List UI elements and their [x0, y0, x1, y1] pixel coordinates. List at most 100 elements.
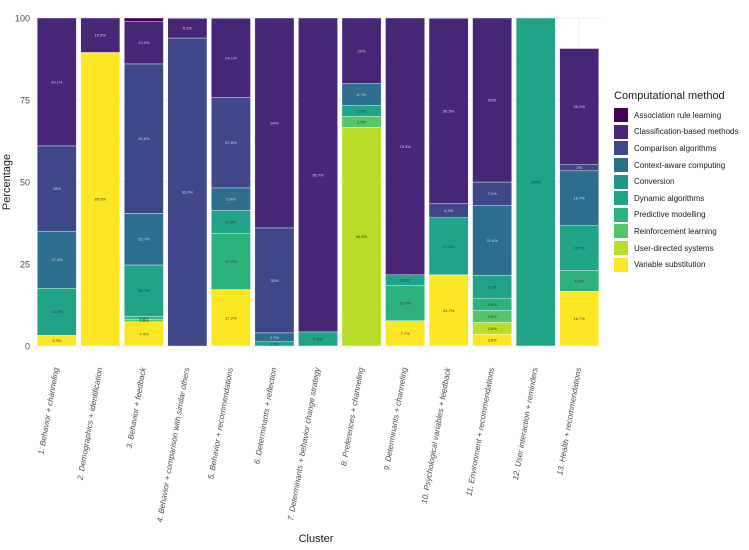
legend-label: Reinforcement learning — [634, 226, 717, 236]
bar-segment — [559, 48, 600, 165]
y-tick-label: 100 — [15, 14, 30, 24]
data-label: 3.3% — [357, 108, 367, 113]
legend: Computational method Association rule le… — [614, 90, 749, 273]
data-label: 3.6% — [488, 302, 498, 307]
x-tick-label: 3. Behavior + feedback — [125, 366, 148, 449]
data-label: 3.6% — [488, 314, 498, 319]
data-label: 17.2% — [225, 259, 237, 264]
legend-swatch — [614, 124, 628, 139]
data-label: 17.2% — [225, 315, 237, 320]
bar-segment — [254, 17, 295, 229]
data-label: 20% — [358, 48, 366, 53]
data-label: 21.7% — [443, 308, 455, 313]
legend-item: Comparison algorithms — [614, 140, 749, 157]
data-label: 10.5% — [95, 33, 107, 38]
bar-segment — [124, 63, 164, 214]
data-label: 10.7% — [399, 301, 411, 306]
bar-segment — [36, 145, 77, 232]
bar-segment — [80, 17, 121, 53]
x-tick-label: 9. Determinants + channeling — [382, 366, 409, 471]
data-label: 3.3% — [52, 338, 62, 343]
data-label: 16.7% — [574, 316, 586, 321]
data-label: 45.6% — [138, 136, 150, 141]
x-tick-label: 6. Determinants + reflection — [253, 366, 279, 465]
bar-segment — [167, 18, 208, 39]
bar-segment — [385, 320, 425, 347]
data-label: 13.7% — [574, 246, 586, 251]
data-label: 4.3% — [444, 208, 454, 213]
data-label: 6.1% — [183, 26, 193, 31]
legend-label: Association rule learning — [634, 110, 722, 120]
legend-swatch — [614, 158, 628, 173]
data-label: 7.1% — [488, 285, 498, 290]
x-tick-label: 12. User interaction + reminders — [511, 367, 540, 481]
x-tick-label: 7. Determinants + behavior change strate… — [286, 366, 322, 522]
legend-label: Comparison algorithms — [634, 143, 717, 153]
bar-segment — [124, 264, 164, 317]
data-label: 32% — [270, 278, 278, 283]
data-label: 3.3% — [357, 119, 367, 124]
bar-segment — [385, 285, 425, 321]
data-label: 15.7% — [138, 288, 150, 293]
bar-segment — [428, 274, 469, 347]
bar-segment — [211, 18, 251, 98]
bar-segment — [36, 230, 77, 289]
x-tick-label: 8. Preferences + channeling — [339, 366, 365, 466]
legend-swatch — [614, 108, 628, 123]
legend-swatch — [614, 191, 628, 206]
data-label: 2% — [576, 165, 582, 170]
legend-label: Conversion — [634, 177, 675, 187]
x-axis-title: Cluster — [299, 533, 334, 545]
x-tick-label: 11. Environment + recommendations — [465, 367, 497, 497]
data-label: 15.7% — [138, 237, 150, 242]
bars — [36, 17, 600, 347]
legend-swatch — [614, 141, 628, 156]
data-label: 93.9% — [182, 190, 194, 195]
data-label: 50% — [488, 98, 496, 103]
legend-item: Reinforcement learning — [614, 223, 749, 240]
y-tick-label: 50 — [20, 178, 30, 188]
bar-segment — [211, 232, 251, 290]
data-label: 17.4% — [443, 244, 455, 249]
data-label: 24.1% — [225, 55, 237, 60]
legend-swatch — [614, 241, 628, 256]
bar-segment — [428, 18, 469, 204]
y-tick-label: 75 — [20, 96, 30, 106]
legend-items: Association rule learning Classification-… — [614, 107, 749, 273]
bar-segment — [254, 227, 295, 334]
data-label: 0.8% — [139, 315, 149, 320]
data-label: 6.9% — [226, 197, 236, 202]
data-label: 6.9% — [226, 219, 236, 224]
data-label: 26% — [53, 186, 61, 191]
data-label: 3.6% — [488, 326, 498, 331]
legend-label: Classification-based methods — [634, 127, 739, 137]
legend-item: Association rule learning — [614, 107, 749, 124]
bar-segment — [167, 37, 208, 347]
data-label: 100% — [531, 180, 542, 185]
bar-segment — [124, 213, 164, 266]
bar-segment — [472, 17, 512, 183]
data-label: 89.5% — [95, 197, 107, 202]
bar-segment — [428, 217, 469, 276]
bar-segment — [385, 17, 425, 276]
bar-segment — [36, 17, 77, 147]
data-label: 4.3% — [313, 336, 323, 341]
data-label: 7.1% — [488, 191, 498, 196]
legend-label: Predictive modelling — [634, 210, 706, 220]
legend-item: User-directed systems — [614, 240, 749, 257]
legend-swatch — [614, 224, 628, 239]
data-label: 78.3% — [399, 144, 411, 149]
legend-swatch — [614, 257, 628, 272]
legend-label: Dynamic algorithms — [634, 193, 705, 203]
legend-item: Predictive modelling — [614, 207, 749, 224]
data-label: 0.8% — [139, 318, 149, 323]
data-label: 56.5% — [443, 108, 455, 113]
bar-segment — [341, 127, 382, 347]
legend-title: Computational method — [614, 90, 725, 102]
data-label: 35.3% — [574, 104, 586, 109]
data-label: 6.7% — [357, 92, 367, 97]
legend-item: Classification-based methods — [614, 124, 749, 141]
data-label: 64% — [270, 120, 278, 125]
data-label: 17.4% — [51, 257, 63, 262]
